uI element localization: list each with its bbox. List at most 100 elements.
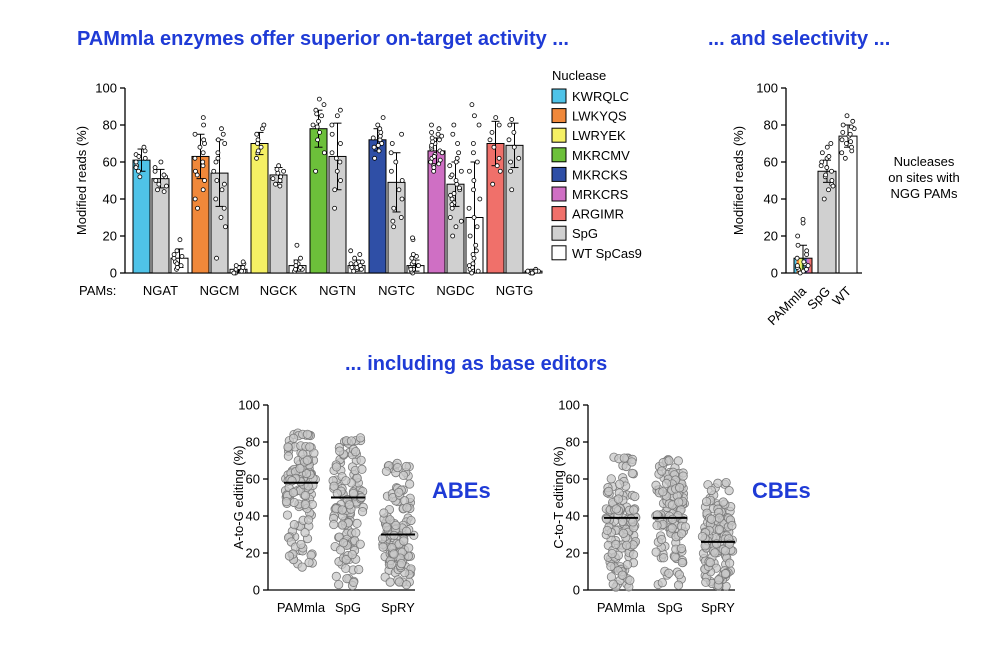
swarm-point [661,478,672,488]
swarm-point [396,558,407,569]
data-point [450,131,456,137]
data-point [375,122,381,128]
data-point [447,163,453,169]
swarm-point [338,538,349,548]
data-point [200,115,206,120]
swarm-point [344,500,355,510]
data-point [391,224,397,230]
data-point [525,268,531,274]
data-point [156,181,162,187]
swarm-point [289,497,299,508]
legend-swatch [551,147,567,163]
swarm-point [615,479,625,489]
data-point [475,268,481,274]
data-point [133,165,139,170]
data-point [509,117,515,122]
swarm-point [288,487,298,498]
swarm-point [701,496,712,507]
swarm-point [284,551,295,561]
y-tick-label: 40 [764,192,778,207]
swarm-point [718,497,728,507]
data-point [329,122,335,128]
swarm-point [714,513,724,523]
y-tick-label: 60 [103,155,117,170]
swarm-point [602,525,612,536]
y-tick-label: 40 [566,509,580,524]
legend-swatch [551,108,567,124]
legend-label: MKRCMV [572,148,630,163]
data-point [240,259,246,265]
y-tick-label: 20 [764,229,778,244]
swarm-point [302,455,312,465]
swarm-point [405,479,415,489]
data-point [298,255,303,261]
data-point [315,137,320,143]
data-point [466,263,472,269]
data-point [471,215,477,220]
pam-label: NGAT [143,283,178,298]
swarm-point [674,497,684,507]
swarm-point [402,503,412,513]
data-point [436,126,442,132]
data-point [178,263,184,269]
data-point [202,178,207,183]
y-tick-label: 60 [566,472,580,487]
data-point [192,131,198,137]
data-point [137,174,143,180]
data-point [398,215,404,220]
data-point [439,133,445,139]
swarm-point [677,528,687,539]
data-point [839,137,845,143]
swarm-point [628,550,639,560]
data-point [506,137,512,143]
data-point [516,155,522,161]
data-point [273,181,278,187]
data-point [375,142,381,148]
swarm-point [381,466,391,476]
y-tick-label: 100 [756,81,778,96]
data-point [458,218,464,224]
data-point [431,165,437,170]
data-point [211,168,217,174]
category-label: SpG [335,600,361,615]
swarm-point [627,468,637,478]
y-tick-label: 40 [246,509,260,524]
swarm-point [332,488,342,499]
data-point [840,122,846,128]
data-point [416,263,421,269]
legend-label: LWRYEK [572,128,626,143]
legend-label: MKRCKS [572,167,628,182]
data-point [297,265,303,270]
y-tick-label: 100 [95,81,117,96]
data-point [830,183,836,189]
swarm-point [720,569,731,579]
data-point [829,178,835,183]
data-point [218,215,224,220]
data-point [494,163,500,169]
data-point [453,178,459,183]
data-point [489,129,495,135]
swarm-point [611,539,621,549]
category-label: WT [829,283,854,308]
swarm-point [300,527,310,538]
swarm-point [406,515,416,526]
data-point [795,242,801,248]
data-point [393,159,399,165]
data-point [293,263,299,269]
data-point [391,205,397,211]
data-point [389,141,395,146]
y-tick-label: 80 [566,435,580,450]
data-point [848,139,854,145]
data-point [192,155,198,161]
pam-label: NGCK [260,283,298,298]
data-point [321,102,327,108]
data-point [371,144,377,150]
swarm-point [282,510,293,520]
data-point [496,122,502,128]
y-tick-label: 0 [253,583,260,598]
data-point [436,161,442,167]
swarm-point [389,549,399,559]
swarm-point [399,536,409,546]
y-axis-label: Modified reads (%) [731,126,746,235]
category-label: SpG [657,600,683,615]
